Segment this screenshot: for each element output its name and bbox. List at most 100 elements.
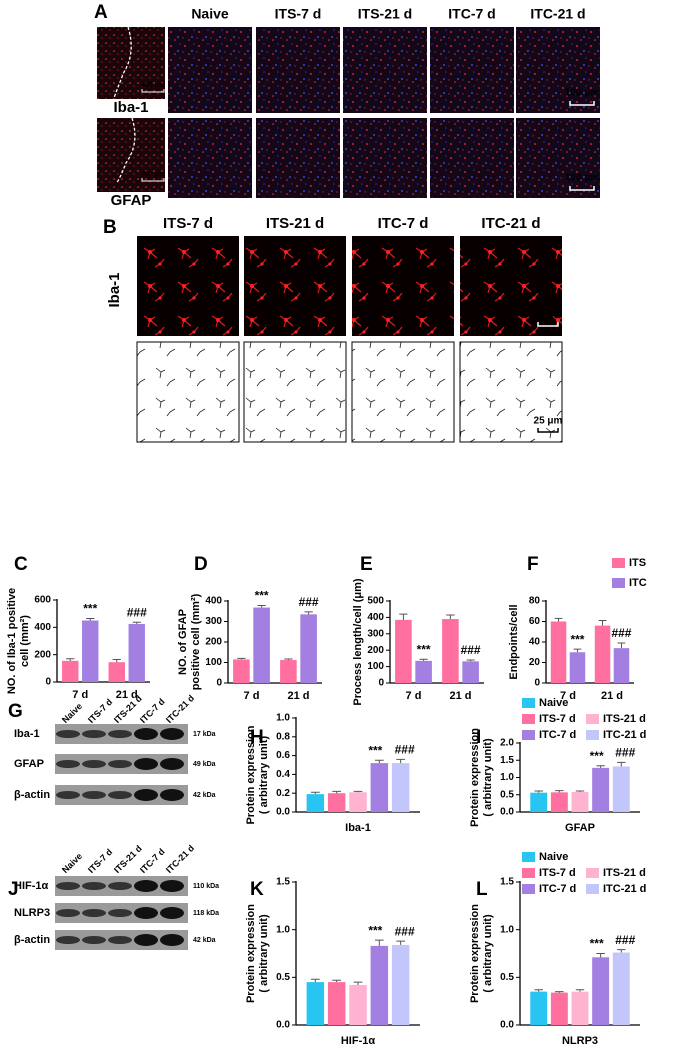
panel-letter: D xyxy=(194,554,208,575)
y-tick-label: 400 xyxy=(34,622,51,633)
blot-label: NLRP3 xyxy=(14,907,50,919)
significance-label: *** xyxy=(590,749,604,763)
legend-swatch xyxy=(522,884,535,894)
blot-band xyxy=(56,882,80,890)
y-tick-label: 1.0 xyxy=(276,713,290,724)
size-label: 17 kDa xyxy=(193,731,216,738)
micrograph xyxy=(352,236,454,336)
blot-band xyxy=(160,789,184,801)
y-tick-label: 600 xyxy=(34,595,51,606)
column-label: ITS-7 d xyxy=(275,6,322,22)
micrograph xyxy=(430,118,514,198)
lane-label: Naive xyxy=(60,851,84,875)
bar xyxy=(415,660,432,683)
bar xyxy=(62,660,79,682)
y-tick-label: 400 xyxy=(205,596,222,607)
y-tick-label: 0 xyxy=(216,678,222,689)
micrograph xyxy=(343,118,427,198)
row-label: Iba-1 xyxy=(113,99,148,116)
legend-swatch xyxy=(586,730,599,740)
x-tick-label: 21 d xyxy=(449,690,471,702)
micrograph xyxy=(137,236,239,336)
y-tick-label: 300 xyxy=(367,628,384,639)
column-label: ITS-21 d xyxy=(358,6,412,22)
legend-label: ITS-21 d xyxy=(603,867,646,879)
scale-bar xyxy=(569,186,595,191)
x-tick-label: GFAP xyxy=(565,822,595,834)
bar xyxy=(530,991,548,1025)
error-bar xyxy=(575,989,585,992)
blot-label: GFAP xyxy=(14,758,44,770)
bar xyxy=(233,659,250,683)
significance-label: ### xyxy=(395,743,415,757)
bar xyxy=(128,623,145,682)
y-tick-label: 40 xyxy=(529,637,541,648)
column-label: ITC-21 d xyxy=(481,215,540,232)
y-tick-label: 0 xyxy=(534,678,540,689)
error-bar xyxy=(310,791,320,795)
blot-band xyxy=(82,791,106,799)
bar xyxy=(349,984,367,1025)
blot-band xyxy=(134,728,158,740)
scale-bar xyxy=(141,178,165,182)
error-bar xyxy=(617,642,626,649)
legend-label: ITC-21 d xyxy=(603,883,646,895)
lane-label: ITS-7 d xyxy=(86,847,114,875)
error-bar xyxy=(353,790,363,793)
row-label-box xyxy=(97,99,165,117)
blot-label: β-actin xyxy=(14,789,50,801)
panel-letter: H xyxy=(250,727,264,748)
y-axis-label: ( arbitrary unit) xyxy=(482,738,494,817)
error-bar xyxy=(555,991,564,993)
blot-band xyxy=(56,760,80,768)
bar xyxy=(442,619,459,683)
blot-band xyxy=(160,728,184,740)
blot-band xyxy=(82,760,106,768)
error-bar xyxy=(396,758,406,764)
bar xyxy=(569,652,586,683)
scale-bar xyxy=(141,89,165,93)
significance-label: ### xyxy=(615,933,635,947)
panel-letter: A xyxy=(94,2,108,23)
blot-label: β-actin xyxy=(14,934,50,946)
error-bar xyxy=(237,657,246,660)
significance-label: *** xyxy=(368,743,382,757)
lane-label: ITC-21 d xyxy=(164,693,196,725)
skeleton-image xyxy=(351,341,455,443)
scale-bar xyxy=(569,101,595,106)
micrograph xyxy=(343,27,427,113)
error-bar xyxy=(596,765,605,768)
panel-letter: G xyxy=(8,701,23,722)
error-bar xyxy=(598,619,607,626)
legend-swatch xyxy=(522,698,535,708)
error-bar xyxy=(596,953,605,958)
y-tick-label: 300 xyxy=(205,616,222,627)
bar xyxy=(594,625,611,683)
bar xyxy=(349,792,367,812)
y-tick-label: 1.5 xyxy=(276,877,290,888)
y-tick-label: 0 xyxy=(45,677,51,688)
y-tick-label: 1.0 xyxy=(276,924,290,935)
error-bar xyxy=(66,658,75,661)
y-tick-label: 0.0 xyxy=(500,1020,514,1031)
x-tick-label: NLRP3 xyxy=(562,1035,598,1047)
bar xyxy=(612,952,630,1025)
scale-bar xyxy=(537,322,559,327)
y-tick-label: 0.0 xyxy=(500,807,514,818)
y-axis-label: Protein expression xyxy=(469,904,481,1003)
blot-band xyxy=(108,882,132,890)
y-tick-label: 0.5 xyxy=(500,789,514,800)
error-bar xyxy=(554,617,563,622)
column-label: ITC-7 d xyxy=(448,6,495,22)
legend-label: ITC-21 d xyxy=(603,729,646,741)
micrograph xyxy=(430,27,514,113)
blot-band xyxy=(108,760,132,768)
legend-swatch xyxy=(586,884,599,894)
skeleton-image xyxy=(243,341,347,443)
x-tick-label: 7 d xyxy=(72,689,88,701)
panel-letter: K xyxy=(250,879,264,900)
y-tick-label: 0.4 xyxy=(276,769,290,780)
error-bar xyxy=(284,658,293,661)
y-tick-label: 400 xyxy=(367,612,384,623)
error-bar xyxy=(353,981,363,985)
